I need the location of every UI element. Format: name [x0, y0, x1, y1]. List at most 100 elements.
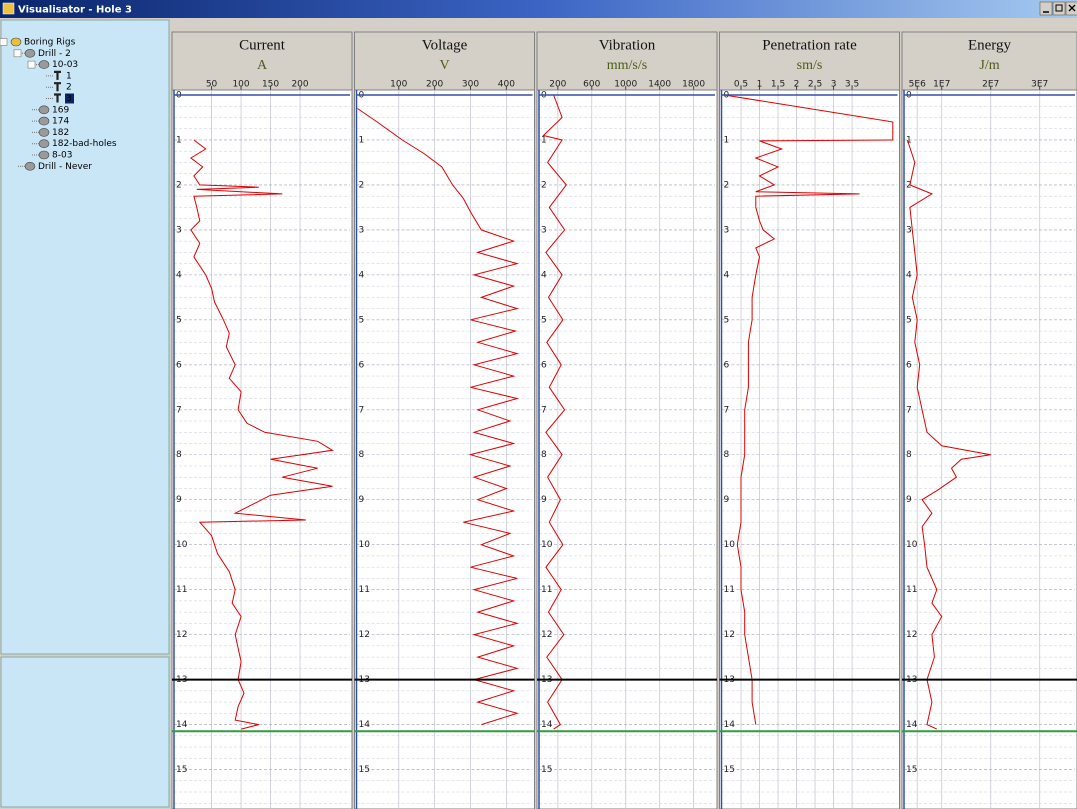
panel-header — [354, 31, 535, 91]
x-tick-label: 50 — [206, 80, 218, 90]
depth-tick-label: 2 — [359, 180, 365, 190]
depth-tick-label: 7 — [541, 405, 547, 415]
x-tick-label: 1E7 — [933, 80, 950, 90]
depth-tick-label: 5 — [724, 315, 730, 325]
x-tick-label: 3E7 — [1031, 80, 1048, 90]
depth-tick-label: 3 — [176, 225, 182, 235]
depth-tick-label: 4 — [541, 270, 547, 280]
tree-label[interactable]: 1 — [66, 71, 72, 81]
x-tick-label: 3.5 — [845, 80, 859, 90]
x-tick-label: 150 — [262, 80, 279, 90]
x-tick-label: 3 — [831, 80, 837, 90]
depth-tick-label: 1 — [176, 135, 182, 145]
expander[interactable] — [27, 60, 36, 69]
depth-tick-label: 12 — [724, 630, 735, 640]
tree-label[interactable]: Boring Rigs — [24, 38, 76, 48]
tree-label[interactable]: 3 — [66, 94, 72, 104]
tree-label[interactable]: 2 — [66, 83, 72, 93]
tool-icon — [54, 93, 61, 103]
depth-tick-label: 3 — [541, 225, 547, 235]
depth-tick-label: 10 — [176, 540, 188, 550]
tree-label[interactable]: Drill - Never — [38, 162, 92, 172]
depth-tick-label: 15 — [359, 765, 370, 775]
plot: 0123456789101112131415 — [174, 90, 350, 809]
depth-tick-label: 15 — [176, 765, 187, 775]
depth-tick-label: 4 — [176, 270, 182, 280]
expander[interactable] — [13, 49, 22, 58]
depth-tick-label: 11 — [359, 585, 370, 595]
title-bar — [0, 0, 1077, 18]
panel-header — [901, 31, 1077, 91]
plot-area — [901, 89, 1077, 809]
depth-tick-label: 7 — [724, 405, 730, 415]
tree-label[interactable]: 169 — [52, 105, 69, 115]
depth-tick-label: 9 — [541, 495, 547, 505]
data-line — [357, 108, 520, 726]
depth-tick-label: 10 — [541, 540, 553, 550]
tree-label[interactable]: 10-03 — [52, 60, 78, 70]
x-tick-label: 600 — [583, 80, 600, 90]
tree-label[interactable]: 8-03 — [52, 151, 72, 161]
tree-label[interactable]: 182-bad-holes — [52, 139, 117, 149]
panel-unit: mm/s/s — [607, 58, 647, 73]
maximize-button[interactable] — [1052, 1, 1066, 16]
panel-header — [171, 31, 353, 91]
node-icon — [38, 128, 50, 137]
depth-tick-label: 8 — [176, 450, 182, 460]
x-tick-label: 5E6 — [909, 80, 926, 90]
node-icon — [38, 60, 50, 69]
tree-label[interactable]: 182 — [52, 128, 69, 138]
depth-tick-label: 14 — [176, 720, 188, 730]
x-tick-label: 1 — [757, 80, 763, 90]
depth-tick-label: 3 — [724, 225, 730, 235]
depth-tick-label: 14 — [359, 720, 371, 730]
tree-label[interactable]: Drill - 2 — [38, 49, 71, 59]
tool-icon — [54, 70, 61, 80]
depth-tick-label: 6 — [906, 360, 912, 370]
panel-unit: V — [439, 58, 449, 73]
maximize-icon — [1055, 4, 1063, 12]
depth-tick-label: 7 — [359, 405, 365, 415]
depth-tick-label: 1 — [724, 135, 730, 145]
depth-tick-label: 4 — [359, 270, 365, 280]
plot-area — [354, 89, 535, 809]
panel-unit: J/m — [979, 58, 999, 73]
node-icon — [38, 139, 50, 148]
x-tick-label: 2.5 — [808, 80, 822, 90]
node-icon — [38, 105, 50, 115]
depth-tick-label: 15 — [906, 765, 917, 775]
window-buttons[interactable] — [1039, 1, 1077, 16]
minimize-button[interactable] — [1039, 1, 1053, 16]
x-tick-label: 1800 — [682, 80, 705, 90]
data-line — [906, 139, 991, 730]
plot-area — [536, 89, 718, 809]
depth-tick-label: 11 — [724, 585, 735, 595]
log-panel: EnergyJ/m01234567891011121314155E61E72E7… — [901, 31, 1077, 809]
node-icon — [10, 37, 22, 47]
x-tick-label: 400 — [498, 80, 515, 90]
depth-tick-label: 11 — [906, 585, 917, 595]
depth-tick-label: 9 — [724, 495, 730, 505]
depth-tick-label: 10 — [724, 540, 736, 550]
depth-tick-label: 12 — [359, 630, 370, 640]
tree-label[interactable]: 174 — [52, 117, 69, 127]
depth-tick-label: 6 — [176, 360, 182, 370]
depth-tick-label: 14 — [906, 720, 918, 730]
expander[interactable] — [0, 38, 8, 46]
node-icon — [38, 116, 50, 126]
panel-unit: A — [257, 58, 268, 73]
depth-tick-label: 10 — [359, 540, 371, 550]
depth-tick-label: 4 — [906, 270, 912, 280]
data-line — [542, 94, 567, 730]
depth-tick-label: 5 — [906, 315, 912, 325]
panel-title: Energy — [968, 37, 1012, 53]
depth-tick-label: 5 — [359, 315, 365, 325]
charts: CurrentA01234567891011121314155010015020… — [171, 31, 1077, 809]
panel-title: Penetration rate — [762, 37, 857, 53]
panel-title: Voltage — [422, 37, 468, 53]
depth-tick-label: 8 — [359, 450, 365, 460]
x-tick-label: 300 — [462, 80, 479, 90]
depth-tick-label: 8 — [724, 450, 730, 460]
